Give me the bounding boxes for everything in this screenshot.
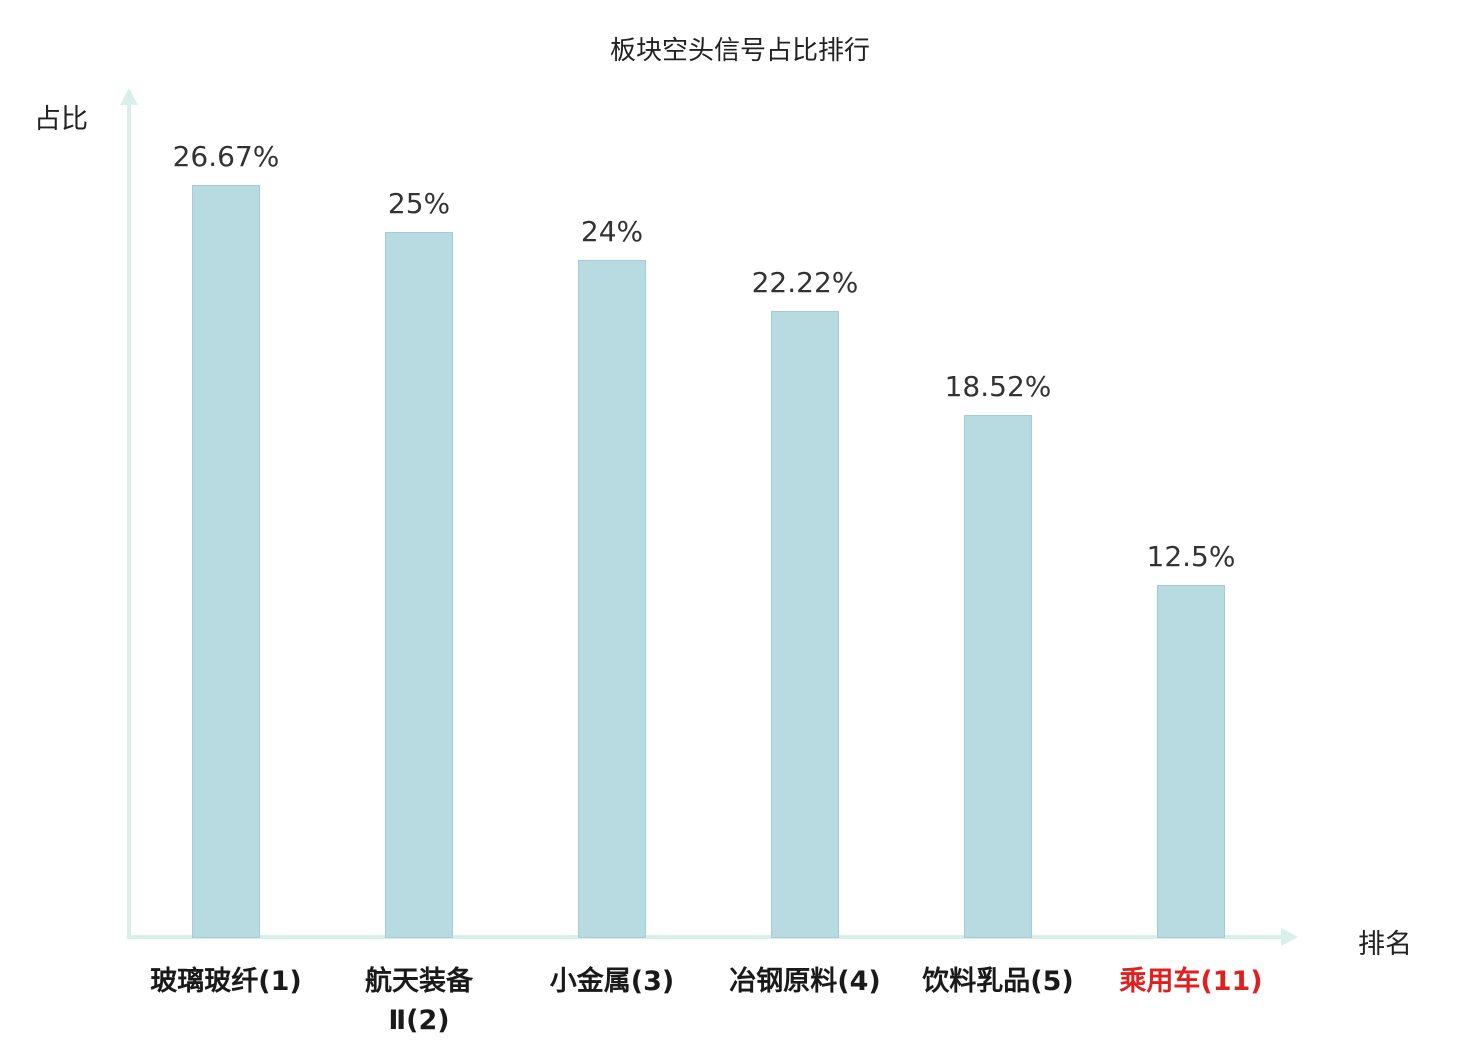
x-axis-label: 排名 [1358,929,1412,960]
bar[interactable] [771,311,839,938]
category-label: 乘用车(11) [1119,966,1263,997]
category-label: 小金属(3) [549,966,675,997]
bar-value-label: 22.22% [751,266,859,299]
bar[interactable] [385,232,453,938]
category-label: 玻璃玻纤(1) [150,966,302,997]
bar-value-label: 12.5% [1146,540,1236,573]
bar-value-label: 18.52% [944,370,1052,403]
bar[interactable] [964,415,1032,938]
category-label: 冶钢原料(4) [729,966,881,997]
y-axis-arrow-icon [120,88,138,105]
bar[interactable] [1157,585,1225,938]
bar-value-label: 26.67% [172,140,280,173]
category-label: 航天装备 Ⅱ(2) [365,966,473,1037]
bar-value-label: 24% [580,215,644,248]
bar[interactable] [192,185,260,938]
x-axis-arrow-icon [1281,928,1298,946]
category-label: 饮料乳品(5) [922,966,1074,997]
bar[interactable] [578,260,646,938]
y-axis-label: 占比 [34,104,88,135]
x-axis-line [127,935,1282,939]
y-axis-line [127,104,131,938]
chart-title: 板块空头信号占比排行 [609,36,870,66]
bar-value-label: 25% [387,187,451,220]
